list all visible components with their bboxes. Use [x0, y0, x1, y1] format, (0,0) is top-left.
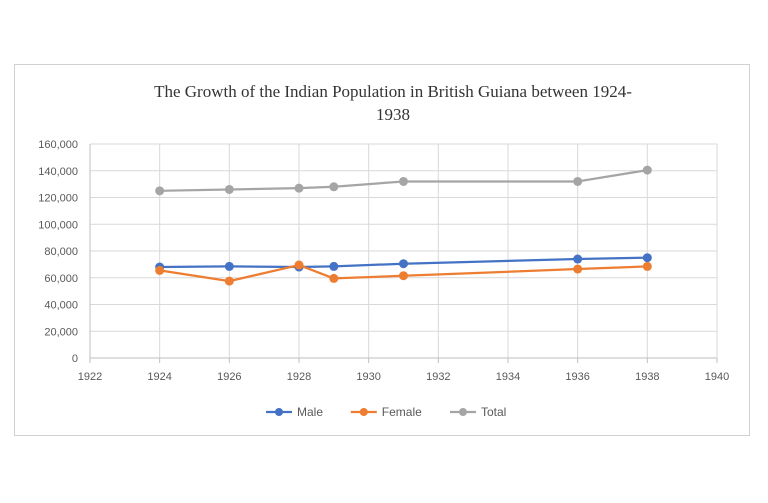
total-point [294, 183, 304, 193]
total-point [399, 176, 408, 186]
male-point [642, 253, 652, 263]
series-layer [155, 165, 652, 286]
y-tick-label: 100,000 [38, 219, 78, 231]
y-tick-label: 60,000 [44, 273, 78, 285]
total-point [329, 182, 339, 192]
y-tick-label: 80,000 [44, 246, 78, 258]
male-point [399, 259, 408, 269]
legend: Male Female Total [266, 405, 506, 419]
legend-swatch-marker [359, 408, 368, 416]
female-point [155, 265, 165, 275]
axis-layer: 1922 1924 1926 1928 1930 1932 1934 1936 1938 1940… [38, 139, 729, 383]
female-point [329, 273, 339, 283]
x-tick-label: 1938 [635, 371, 659, 383]
series-female [155, 260, 652, 286]
total-point [642, 165, 652, 175]
y-tick-label: 20,000 [44, 326, 78, 338]
female-point [573, 264, 583, 274]
female-point [642, 261, 652, 271]
y-tick-label: 160,000 [38, 139, 78, 151]
male-point [573, 254, 583, 264]
x-tick-label: 1922 [78, 371, 102, 383]
female-point [294, 260, 304, 270]
chart-svg: The Growth of the Indian Population in B… [38, 82, 729, 419]
y-tick-label: 120,000 [38, 193, 78, 205]
chart-title-line-2: 1938 [376, 105, 410, 124]
x-tick-label: 1930 [356, 371, 380, 383]
y-tick-label: 140,000 [38, 166, 78, 178]
legend-label: Total [481, 405, 506, 419]
female-point [399, 271, 408, 281]
total-point [155, 186, 165, 196]
y-tick-label: 40,000 [44, 300, 78, 312]
total-point [573, 176, 583, 186]
grid-layer [90, 143, 718, 358]
legend-label: Male [297, 405, 323, 419]
legend-swatch-marker [275, 408, 283, 416]
x-tick-label: 1936 [565, 371, 589, 383]
female-point [224, 276, 234, 286]
chart-title-line-1: The Growth of the Indian Population in B… [154, 82, 632, 101]
legend-label: Female [382, 405, 422, 419]
chart-frame: The Growth of the Indian Population in B… [14, 64, 750, 436]
x-tick-label: 1932 [426, 371, 450, 383]
x-tick-label: 1924 [147, 371, 171, 383]
legend-item-male: Male [266, 405, 323, 419]
legend-item-total: Total [450, 405, 506, 419]
male-point [224, 261, 234, 271]
series-total [155, 165, 652, 196]
legend-swatch-marker [459, 408, 467, 416]
total-point [224, 184, 234, 194]
legend-item-female: Female [350, 405, 422, 419]
x-tick-label: 1926 [217, 371, 241, 383]
male-point [329, 261, 339, 271]
x-tick-label: 1928 [287, 371, 311, 383]
x-tick-label: 1934 [496, 371, 520, 383]
y-tick-label: 0 [72, 353, 78, 365]
x-tick-label: 1940 [705, 371, 729, 383]
